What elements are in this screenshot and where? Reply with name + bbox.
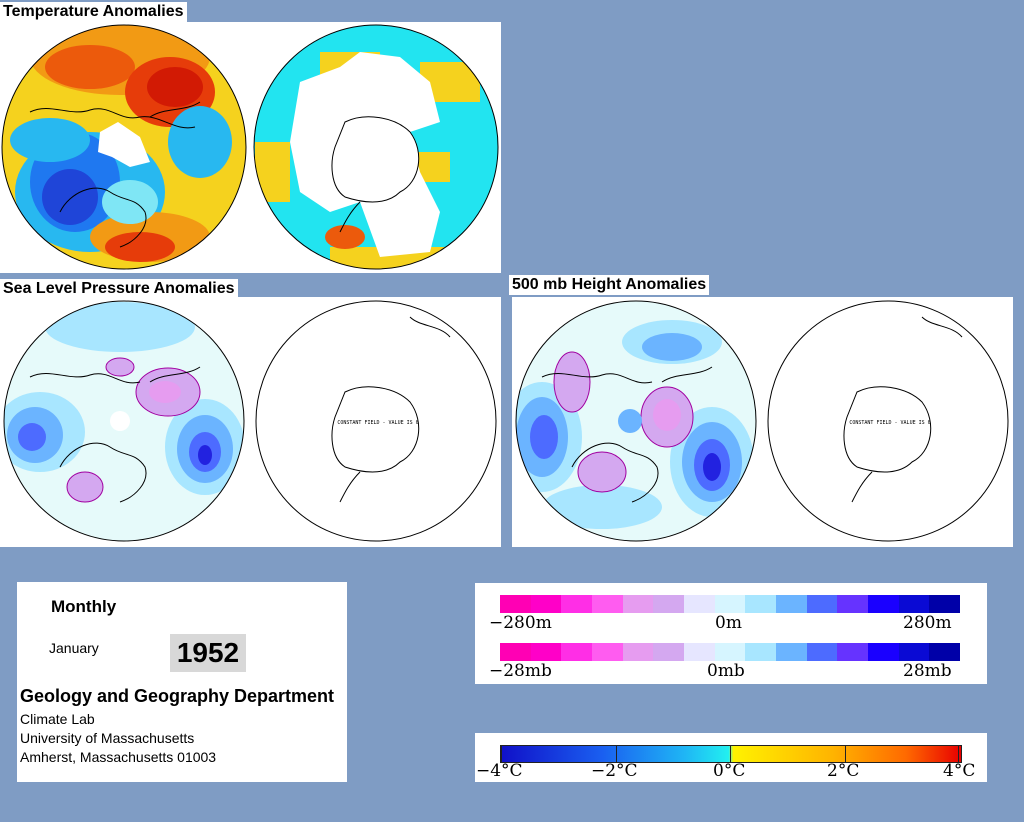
color-swatch: [500, 643, 531, 661]
color-swatch: [622, 643, 654, 661]
color-swatch: [561, 595, 593, 613]
slp-south-hemisphere-map: CONSTANT FIELD - VALUE IS 0: [256, 301, 496, 541]
color-swatch: [500, 595, 531, 613]
temperature-color-legend: −4°C −2°C 0°C 2°C 4°C: [475, 733, 987, 782]
color-swatch: [561, 643, 593, 661]
temperature-south-hemisphere-map: [254, 25, 498, 269]
anomaly-color-legend: −280m 0m 280m −28mb 0mb 28mb: [475, 583, 987, 684]
color-swatch: [776, 643, 807, 661]
temperature-anomalies-panel: [0, 22, 501, 273]
pressure-max-label: 28mb: [903, 661, 952, 681]
color-swatch: [776, 595, 807, 613]
period-label: Monthly: [51, 597, 117, 616]
color-swatch: [653, 595, 685, 613]
height-max-label: 280m: [903, 613, 952, 633]
height-north-hemisphere-map: [516, 301, 756, 541]
color-swatch: [684, 595, 715, 613]
color-swatch: [530, 595, 562, 613]
color-swatch: [898, 595, 930, 613]
color-swatch: [868, 643, 899, 661]
slp-anomalies-title: Sea Level Pressure Anomalies: [0, 279, 238, 299]
height-south-hemisphere-map: CONSTANT FIELD - VALUE IS 0: [768, 301, 1008, 541]
color-swatch: [592, 595, 623, 613]
color-swatch: [868, 595, 899, 613]
color-swatch: [745, 595, 777, 613]
pressure-min-label: −28mb: [489, 661, 552, 681]
temp-label-minus2: −2°C: [591, 761, 638, 781]
color-swatch: [745, 643, 777, 661]
color-swatch: [806, 643, 838, 661]
color-swatch: [898, 643, 930, 661]
temp-label-plus4: 4°C: [943, 761, 976, 781]
height-color-bar: [500, 595, 961, 613]
color-swatch: [592, 643, 623, 661]
month-label: January: [49, 640, 99, 656]
slp-north-hemisphere-map: [4, 301, 244, 541]
year-badge: 1952: [170, 634, 246, 672]
pressure-color-bar: [500, 643, 961, 661]
color-swatch: [530, 643, 562, 661]
temp-label-zero: 0°C: [713, 761, 746, 781]
department-label: Geology and Geography Department: [20, 686, 335, 706]
university-label: University of Massachusetts: [20, 730, 195, 746]
height-min-label: −280m: [489, 613, 552, 633]
temperature-color-bar: [500, 745, 962, 763]
height-constant-field-note: CONSTANT FIELD - VALUE IS 0: [849, 420, 930, 426]
color-swatch: [622, 595, 654, 613]
color-swatch: [806, 595, 838, 613]
temp-label-plus2: 2°C: [827, 761, 860, 781]
color-swatch: [653, 643, 685, 661]
color-swatch: [714, 595, 746, 613]
height-anomalies-panel: CONSTANT FIELD - VALUE IS 0: [512, 297, 1013, 547]
height-mid-label: 0m: [715, 613, 742, 633]
color-swatch: [929, 595, 961, 613]
slp-anomalies-panel: CONSTANT FIELD - VALUE IS 0: [0, 297, 501, 547]
slp-constant-field-note: CONSTANT FIELD - VALUE IS 0: [337, 420, 418, 426]
lab-label: Climate Lab: [20, 711, 95, 727]
height-anomalies-title: 500 mb Height Anomalies: [509, 275, 710, 295]
info-box: Monthly January 1952 Geology and Geograp…: [17, 582, 347, 782]
pressure-mid-label: 0mb: [707, 661, 745, 681]
temp-label-minus4: −4°C: [476, 761, 523, 781]
address-label: Amherst, Massachusetts 01003: [20, 749, 217, 765]
color-swatch: [684, 643, 715, 661]
color-swatch: [714, 643, 746, 661]
temperature-anomalies-title: Temperature Anomalies: [0, 2, 187, 22]
color-swatch: [837, 643, 869, 661]
temperature-north-hemisphere-map: [2, 25, 246, 269]
color-swatch: [929, 643, 961, 661]
color-swatch: [837, 595, 869, 613]
